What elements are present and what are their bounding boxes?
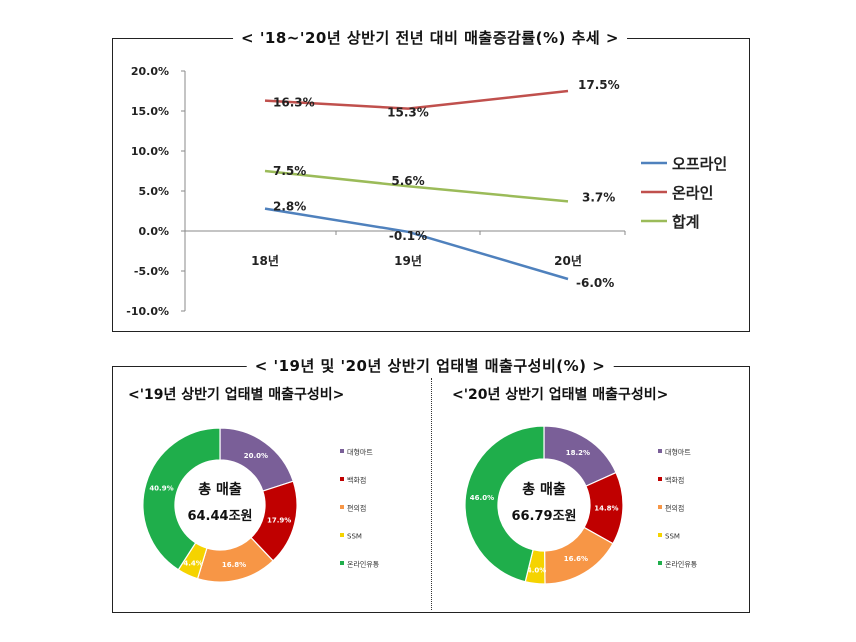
data-label: 5.6% (391, 174, 424, 188)
data-label: 2.8% (273, 200, 306, 214)
x-tick-label: 19년 (394, 254, 422, 268)
legend-label-offline: 오프라인 (672, 155, 727, 173)
data-label: 3.7% (582, 190, 615, 204)
y-tick-label: -5.0% (134, 265, 169, 278)
y-tick-label: 15.0% (131, 105, 169, 118)
donut-2019-legend-swatch (340, 449, 344, 453)
donut-2020-center-value: 66.79조원 (511, 509, 576, 524)
donut-2019-legend-swatch (340, 477, 344, 481)
data-label: -6.0% (576, 276, 614, 290)
donut-2020-legend-label: 대형마트 (665, 448, 691, 457)
y-tick-label: 20.0% (131, 65, 169, 78)
donut-2019-slice-label: 16.8% (222, 561, 246, 569)
data-label: -0.1% (389, 229, 427, 243)
y-tick-label: -10.0% (126, 305, 169, 318)
series-line-total (264, 169, 569, 203)
donut-2020-legend-label: 온라인유통 (665, 560, 698, 569)
donut-2020-legend-swatch (658, 533, 662, 537)
donut-2019-legend-label: SSM (347, 533, 362, 541)
data-label: 17.5% (578, 78, 620, 92)
y-tick-label: 0.0% (138, 225, 169, 238)
line-chart-frame (112, 38, 750, 332)
donut-2020-legend-swatch (658, 477, 662, 481)
donut-2019-slice-label: 4.4% (183, 560, 202, 568)
donut-2020-legend-swatch (658, 561, 662, 565)
donut-2019-center-label: 총 매출 (198, 481, 242, 498)
donut-2019-legend-label: 편의점 (347, 504, 366, 513)
legend-label-total: 합계 (672, 213, 700, 231)
donut-2019-slice (142, 427, 221, 571)
donut-2019-legend-label: 온라인유통 (347, 560, 380, 569)
donut-2019-legend-label: 백화점 (347, 476, 366, 485)
donut-2019-legend-swatch (340, 505, 344, 509)
line-chart-title: < '18~'20년 상반기 전년 대비 매출증감률(%) 추세 > (233, 27, 627, 48)
donut-chart-title-bar: < '19년 및 '20년 상반기 업태별 매출구성비(%) > (112, 355, 748, 377)
donut-2020-legend-label: 편의점 (665, 504, 684, 513)
donut-2020-legend-label: SSM (665, 533, 680, 541)
donut-2019-legend-label: 대형마트 (347, 448, 373, 457)
donut-2019-title: <'19년 상반기 업태별 매출구성비> (128, 387, 345, 403)
data-label: 15.3% (387, 106, 429, 120)
donut-2019-center-value: 64.44조원 (187, 509, 252, 524)
x-tick-label: 18년 (251, 254, 279, 268)
donut-2020-slice-label: 14.8% (594, 504, 618, 512)
donut-2020-legend-swatch (658, 505, 662, 509)
donut-2019-slice-label: 20.0% (244, 452, 268, 460)
donut-2020-legend-label: 백화점 (665, 476, 684, 485)
donut-2020-slice-label: 18.2% (566, 449, 590, 457)
series-line-offline (264, 207, 569, 281)
donut-2020-legend-swatch (658, 449, 662, 453)
data-label: 7.5% (273, 164, 306, 178)
data-label: 16.3% (273, 96, 315, 110)
donut-section-title: < '19년 및 '20년 상반기 업태별 매출구성비(%) > (246, 355, 614, 376)
series-line-online (264, 89, 569, 110)
legend-label-online: 온라인 (672, 184, 713, 202)
donut-2020-title: <'20년 상반기 업태별 매출구성비> (452, 387, 669, 403)
donut-2019-slice-label: 40.9% (149, 484, 173, 492)
donut-2020-slice-label: 16.6% (564, 555, 588, 563)
donut-2019-legend-swatch (340, 533, 344, 537)
donut-2020-slice-label: 46.0% (470, 494, 494, 502)
donut-2020-slice (464, 425, 545, 583)
donut-2020-slice-label: 4.0% (527, 567, 546, 575)
y-tick-label: 10.0% (131, 145, 169, 158)
line-chart-title-bar: < '18~'20년 상반기 전년 대비 매출증감률(%) 추세 > (112, 27, 748, 49)
dotted-divider (431, 378, 432, 610)
y-tick-label: 5.0% (138, 185, 169, 198)
x-tick-label: 20년 (554, 254, 582, 268)
donut-2020-center-label: 총 매출 (522, 481, 566, 498)
donut-2019-legend-swatch (340, 561, 344, 565)
donut-2019-slice-label: 17.9% (267, 516, 291, 524)
